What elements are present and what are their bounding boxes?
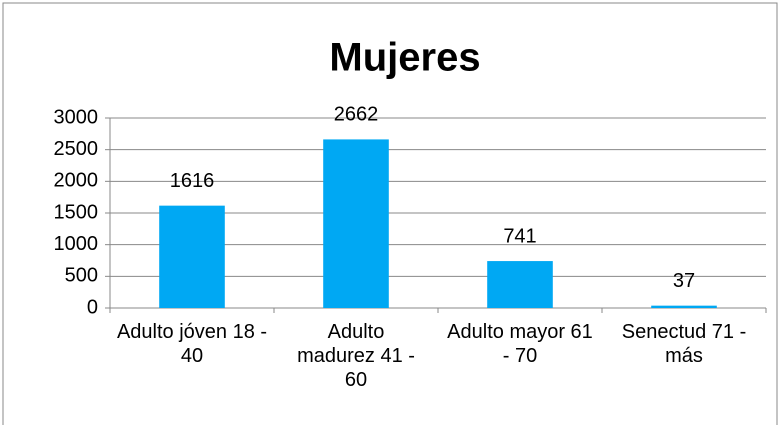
data-label: 2662 [334,104,379,126]
x-tick-label: Adulto mayor 61 - 70 [447,321,593,367]
y-tick-label: 2000 [54,170,99,192]
y-tick-label: 500 [65,265,98,287]
x-tick-label: Adulto jóven 18 - 40 [116,321,268,367]
bar [323,139,389,308]
x-tick-label: Adulto madurez 41 - 60 [297,321,415,391]
y-tick-label: 2500 [54,138,99,160]
x-tick-label: Senectud 71 - más [621,321,747,367]
data-label: 741 [503,225,536,247]
data-label: 1616 [170,170,215,192]
data-label: 37 [673,270,695,292]
bar [487,261,553,308]
y-tick-label: 1000 [54,233,99,255]
y-tick-label: 1500 [54,201,99,223]
chart-title: Mujeres [329,36,480,80]
y-tick-label: 0 [87,296,98,318]
bar [159,205,225,308]
y-tick-label: 3000 [54,106,99,128]
bar [651,305,717,308]
